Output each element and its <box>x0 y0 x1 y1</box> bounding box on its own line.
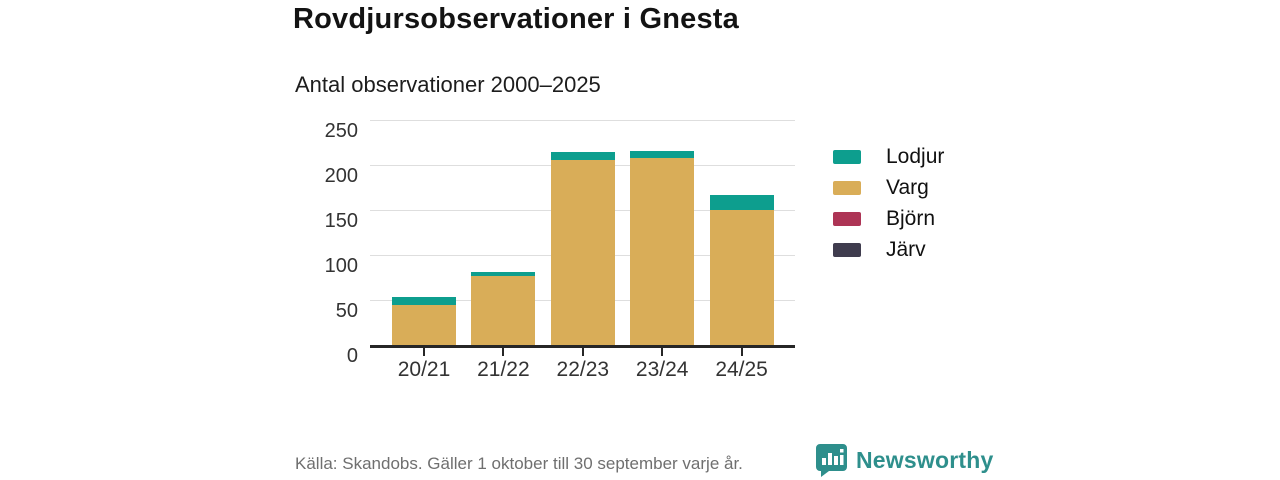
x-tick-label: 21/22 <box>477 358 530 381</box>
legend-item-järv: Järv <box>833 234 944 265</box>
legend-swatch <box>833 242 861 257</box>
x-axis-line <box>370 345 795 348</box>
x-tick <box>661 348 664 356</box>
x-tick <box>740 348 743 356</box>
legend-label: Björn <box>886 206 936 230</box>
legend-swatch <box>833 149 861 164</box>
bar-24-25 <box>709 194 774 345</box>
chart-subtitle: Antal observationer 2000–2025 <box>295 72 601 97</box>
bar-segment-lodjur <box>709 194 774 210</box>
newsworthy-brand: Newsworthy <box>815 443 993 477</box>
legend-swatch <box>833 211 861 226</box>
legend-item-varg: Varg <box>833 172 944 203</box>
bar-segment-varg <box>630 157 695 345</box>
bar-20-21 <box>392 297 456 345</box>
source-note: Källa: Skandobs. Gäller 1 oktober till 3… <box>295 454 743 473</box>
gridline <box>370 120 795 121</box>
bar-segment-varg <box>392 304 456 345</box>
legend-label: Varg <box>886 175 929 199</box>
newsworthy-logo-icon <box>816 444 847 477</box>
x-tick <box>581 348 584 356</box>
y-tick-label: 100 <box>324 255 358 277</box>
legend-item-lodjur: Lodjur <box>833 141 944 172</box>
bar-segment-lodjur <box>471 272 536 276</box>
bar-21-22 <box>471 272 536 345</box>
legend-label: Lodjur <box>886 144 945 168</box>
x-tick-label: 22/23 <box>556 358 610 381</box>
x-tick <box>502 348 505 356</box>
bar-segment-lodjur <box>550 152 615 160</box>
chart-title: Rovdjursobservationer i Gnesta <box>293 3 739 35</box>
y-tick-label: 200 <box>324 165 358 187</box>
x-tick-label: 23/24 <box>635 358 689 381</box>
x-tick <box>423 348 425 356</box>
bar-segment-lodjur <box>630 150 695 158</box>
bar-segment-lodjur <box>392 297 456 305</box>
y-tick-label: 150 <box>324 210 358 232</box>
y-tick-label: 50 <box>335 300 358 322</box>
legend: Lodjur Varg Björn Järv <box>833 141 944 265</box>
legend-label: Järv <box>886 237 926 261</box>
y-tick-label: 0 <box>346 345 358 367</box>
x-tick-label: 20/21 <box>397 358 451 381</box>
brand-name: Newsworthy <box>856 446 994 473</box>
bar-22-23 <box>550 152 615 345</box>
x-tick-label: 24/25 <box>715 358 768 381</box>
legend-item-björn: Björn <box>833 203 944 234</box>
bar-23-24 <box>630 150 695 345</box>
bar-segment-varg <box>709 210 774 345</box>
legend-swatch <box>833 180 861 195</box>
bar-segment-varg <box>471 275 536 345</box>
y-tick-label: 250 <box>324 120 358 142</box>
plot-area: 0 50 100 150 200 250 20/21 21/22 22/23 23/24 24/25 <box>325 120 795 381</box>
bar-segment-varg <box>550 159 615 345</box>
